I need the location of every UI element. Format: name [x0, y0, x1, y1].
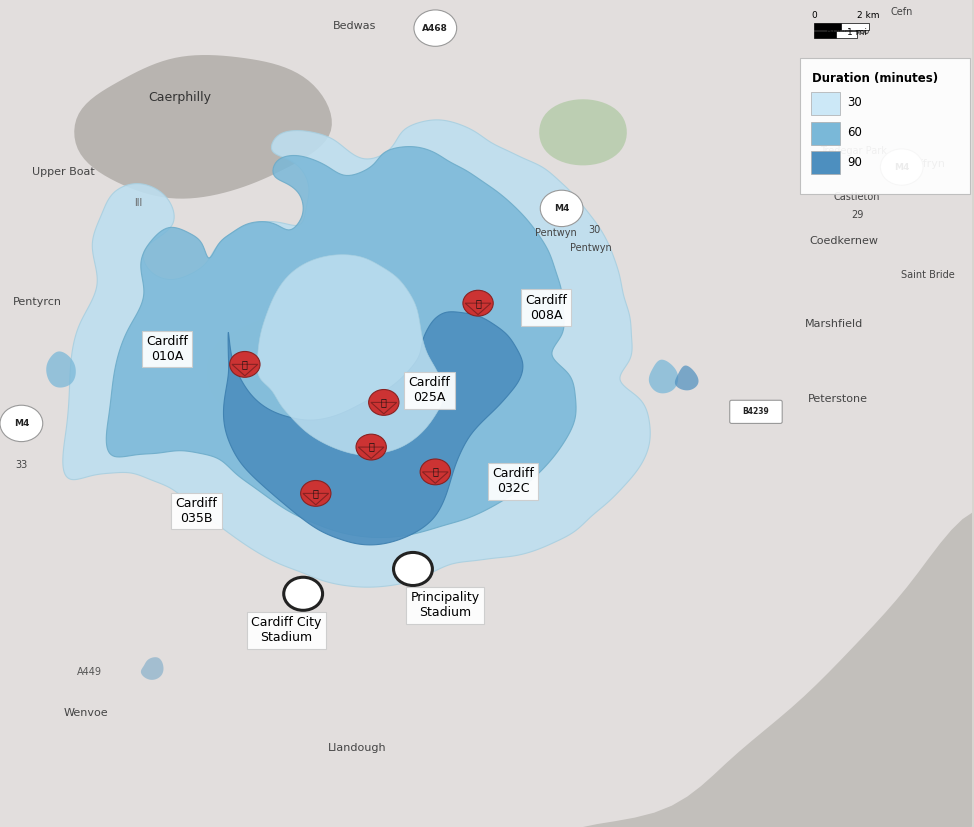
Text: Cefn: Cefn [890, 7, 913, 17]
Text: Cardiff
032C: Cardiff 032C [492, 467, 534, 495]
Text: 33: 33 [16, 460, 27, 470]
Text: Rogersto: Rogersto [826, 26, 869, 36]
Text: 29: 29 [851, 210, 863, 220]
Text: 30: 30 [847, 96, 862, 109]
Text: Marshfield: Marshfield [805, 319, 863, 329]
Text: Saint Bride: Saint Bride [901, 270, 955, 280]
Text: Principality
Stadium: Principality Stadium [410, 591, 479, 619]
Text: B4239: B4239 [740, 407, 771, 417]
Text: A449: A449 [77, 667, 102, 676]
Circle shape [230, 351, 260, 377]
Polygon shape [141, 657, 164, 680]
Text: Bedwas: Bedwas [333, 22, 376, 31]
Text: Pentwyn: Pentwyn [535, 228, 577, 238]
Text: Cardiff City
Stadium: Cardiff City Stadium [251, 616, 321, 644]
Text: ⏳: ⏳ [381, 397, 387, 407]
Text: 90: 90 [847, 155, 862, 169]
Text: 60: 60 [847, 126, 862, 139]
Polygon shape [358, 447, 384, 458]
Text: Cardiff
025A: Cardiff 025A [408, 376, 450, 404]
Text: M4: M4 [554, 204, 570, 213]
Text: ⏳: ⏳ [313, 488, 318, 498]
Polygon shape [466, 304, 491, 314]
Text: M4: M4 [14, 419, 29, 428]
Polygon shape [232, 365, 258, 375]
Polygon shape [62, 120, 651, 587]
Text: B4239: B4239 [742, 408, 769, 416]
Polygon shape [540, 99, 627, 165]
Circle shape [283, 577, 322, 610]
Text: Llandough: Llandough [328, 743, 387, 753]
FancyBboxPatch shape [814, 23, 842, 30]
Circle shape [368, 390, 399, 415]
Text: Cardiff
035B: Cardiff 035B [175, 497, 217, 525]
Text: Wenvoe: Wenvoe [63, 708, 108, 718]
Circle shape [301, 480, 331, 506]
Polygon shape [257, 255, 443, 455]
Polygon shape [371, 403, 396, 414]
Text: lll: lll [133, 198, 142, 208]
Text: Cardiff
008A: Cardiff 008A [525, 294, 567, 322]
Text: ⏳: ⏳ [475, 298, 481, 308]
Text: Duration (minutes): Duration (minutes) [812, 72, 938, 85]
Circle shape [541, 190, 583, 227]
FancyBboxPatch shape [814, 31, 836, 38]
Polygon shape [46, 351, 76, 388]
Text: Caerphilly: Caerphilly [148, 91, 211, 104]
Text: 0: 0 [811, 12, 817, 20]
Text: M4: M4 [894, 163, 910, 171]
Circle shape [463, 290, 493, 316]
Polygon shape [106, 146, 576, 538]
FancyBboxPatch shape [811, 92, 841, 115]
Text: Castleton: Castleton [834, 192, 880, 202]
Circle shape [420, 459, 450, 485]
FancyBboxPatch shape [842, 23, 869, 30]
FancyBboxPatch shape [836, 31, 857, 38]
Text: ⏳: ⏳ [432, 466, 438, 476]
Polygon shape [303, 494, 328, 504]
Text: Tredegar Park: Tredegar Park [820, 146, 886, 155]
Text: Cardiff
010A: Cardiff 010A [146, 335, 188, 363]
Text: Pentwyn: Pentwyn [570, 243, 612, 253]
Circle shape [414, 10, 457, 46]
Polygon shape [206, 306, 428, 430]
Text: ⏳: ⏳ [242, 359, 247, 369]
Text: Peterstone: Peterstone [807, 394, 868, 404]
Text: ⏳: ⏳ [368, 442, 374, 452]
FancyBboxPatch shape [730, 400, 782, 423]
Text: Coedkernew: Coedkernew [809, 237, 878, 246]
Text: A468: A468 [423, 24, 448, 32]
FancyBboxPatch shape [811, 151, 841, 174]
Text: 1 mi: 1 mi [847, 28, 867, 36]
Circle shape [880, 149, 923, 185]
Text: Duffryn: Duffryn [904, 159, 946, 169]
Circle shape [356, 434, 387, 460]
Text: Pentyrcn: Pentyrcn [13, 297, 61, 307]
Circle shape [0, 405, 43, 442]
FancyBboxPatch shape [800, 58, 970, 194]
Polygon shape [675, 366, 698, 390]
Text: Upper Boat: Upper Boat [32, 167, 94, 177]
Polygon shape [74, 55, 332, 198]
Circle shape [393, 552, 432, 586]
Polygon shape [423, 472, 448, 483]
Text: 30: 30 [588, 225, 601, 235]
Text: 2 km: 2 km [857, 12, 880, 20]
Polygon shape [649, 360, 678, 394]
FancyBboxPatch shape [811, 122, 841, 145]
Polygon shape [571, 509, 974, 827]
Polygon shape [223, 312, 523, 545]
